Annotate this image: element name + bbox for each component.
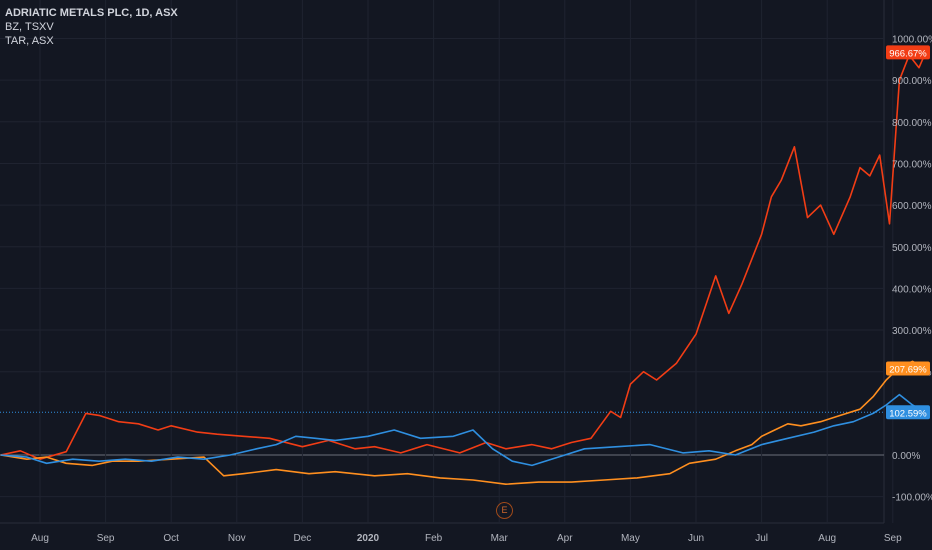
x-tick-label: Sep	[884, 533, 902, 544]
last-value-badge-bz-label: 207.69%	[889, 364, 927, 375]
x-tick-label: Dec	[294, 533, 312, 544]
chart-grid	[0, 0, 894, 524]
x-tick-label: Aug	[818, 533, 836, 544]
y-tick-label: 900.00%	[892, 76, 932, 87]
earnings-event-icon[interactable]: E	[496, 502, 513, 519]
y-tick-label: 1000.00%	[892, 35, 932, 46]
y-tick-label: -100.00%	[892, 493, 932, 504]
x-tick-label: Mar	[491, 533, 509, 544]
x-tick-label: Oct	[163, 533, 179, 544]
series-line-adriatic	[0, 52, 927, 460]
x-tick-label: Sep	[97, 533, 115, 544]
x-tick-label: Nov	[228, 533, 246, 544]
y-tick-label: 700.00%	[892, 159, 932, 170]
last-value-badge-adriatic-label: 966.67%	[889, 48, 927, 59]
y-tick-label: 300.00%	[892, 326, 932, 337]
x-tick-label: 2020	[357, 533, 380, 544]
series-line-bz	[0, 360, 926, 485]
x-tick-label: May	[621, 533, 640, 544]
x-tick-label: Feb	[425, 533, 443, 544]
y-tick-label: 400.00%	[892, 284, 932, 295]
x-axis[interactable]: Aug Sep Oct Nov Dec 2020 Feb Mar Apr May Jun Jul Aug…	[31, 533, 902, 544]
compare-symbol-bz[interactable]: BZ, TSXV	[5, 21, 54, 33]
main-symbol-title[interactable]: ADRIATIC METALS PLC, 1D, ASX	[5, 7, 178, 19]
last-value-badges: 966.67% 207.69% 102.59%	[886, 45, 930, 420]
series-lines	[0, 52, 927, 485]
x-tick-label: Jul	[755, 533, 768, 544]
x-tick-label: Jun	[688, 533, 704, 544]
last-value-badge-adriatic	[886, 45, 930, 60]
y-tick-label: 0.00%	[892, 451, 920, 462]
last-value-badge-tar-label: 102.59%	[889, 408, 927, 419]
x-tick-label: Apr	[557, 533, 573, 544]
compare-symbol-tar[interactable]: TAR, ASX	[5, 35, 54, 47]
series-line-tar	[0, 393, 926, 467]
y-tick-label: 500.00%	[892, 243, 932, 254]
chart-legend: ADRIATIC METALS PLC, 1D, ASX BZ, TSXV TA…	[5, 6, 178, 48]
last-value-badge-bz	[886, 361, 930, 376]
last-value-badge-tar	[886, 405, 930, 420]
y-tick-label: 600.00%	[892, 201, 932, 212]
x-tick-label: Aug	[31, 533, 49, 544]
y-tick-label: 800.00%	[892, 118, 932, 129]
